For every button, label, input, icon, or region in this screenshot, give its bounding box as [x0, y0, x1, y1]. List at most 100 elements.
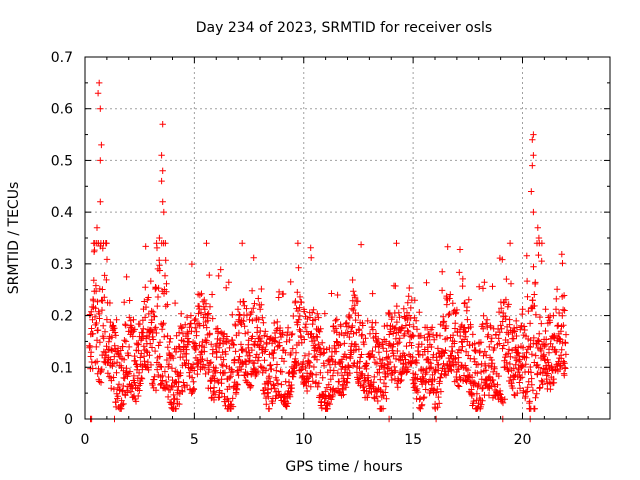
data-point — [285, 370, 292, 377]
data-point — [475, 400, 482, 407]
data-point — [562, 365, 569, 372]
data-point — [156, 267, 163, 274]
data-point — [311, 337, 318, 344]
data-point — [540, 365, 547, 372]
data-point — [553, 286, 561, 293]
data-point — [117, 347, 124, 354]
data-point — [144, 358, 152, 366]
data-point — [552, 306, 560, 313]
data-point — [255, 295, 262, 302]
data-point — [541, 356, 548, 363]
data-point — [381, 362, 388, 369]
data-point — [529, 387, 537, 394]
data-point — [341, 340, 348, 347]
data-point — [158, 177, 165, 185]
data-point — [175, 378, 182, 385]
data-point — [539, 381, 546, 388]
data-point — [142, 243, 149, 250]
data-point — [362, 335, 369, 342]
data-point — [349, 276, 356, 284]
data-point — [258, 285, 265, 293]
data-point — [236, 353, 243, 360]
data-point — [262, 367, 270, 374]
data-point — [527, 363, 534, 371]
data-point — [139, 329, 146, 336]
data-point — [158, 326, 166, 333]
data-point — [196, 291, 204, 299]
data-point — [406, 284, 413, 292]
data-point — [530, 334, 537, 342]
data-point — [529, 297, 536, 304]
data-point — [248, 287, 256, 294]
data-point — [312, 371, 320, 378]
data-point — [155, 342, 162, 349]
data-point — [207, 359, 215, 366]
data-point — [158, 380, 165, 387]
data-point — [424, 336, 431, 344]
data-point — [532, 394, 539, 401]
data-point — [301, 336, 308, 343]
data-point — [424, 355, 431, 363]
data-point — [496, 329, 503, 336]
data-point — [214, 328, 222, 335]
data-point — [163, 280, 170, 287]
data-point — [222, 350, 229, 358]
data-point — [559, 260, 566, 267]
data-point — [93, 358, 101, 365]
data-point — [326, 344, 333, 352]
data-point — [338, 372, 346, 379]
data-point — [96, 315, 103, 322]
data-point — [118, 397, 125, 404]
data-point — [410, 323, 417, 330]
data-point — [248, 346, 256, 354]
data-point — [358, 332, 365, 340]
data-point — [101, 272, 108, 279]
data-point — [189, 361, 197, 368]
data-point — [409, 331, 416, 339]
data-point — [314, 383, 321, 391]
data-point — [125, 352, 132, 359]
data-point — [422, 386, 429, 393]
data-point — [295, 360, 302, 367]
data-point — [402, 356, 409, 363]
data-point — [131, 379, 138, 386]
data-point — [183, 382, 191, 389]
data-point — [147, 340, 154, 347]
data-point — [140, 325, 147, 332]
data-point — [206, 330, 213, 337]
data-point — [92, 287, 100, 295]
data-point — [479, 397, 486, 404]
data-point — [296, 304, 303, 311]
data-point — [440, 319, 447, 326]
data-point — [480, 312, 487, 319]
data-point — [263, 401, 270, 408]
data-point — [504, 339, 512, 346]
plot-frame — [84, 56, 611, 420]
data-point — [137, 354, 144, 361]
data-point — [393, 302, 400, 310]
data-point — [189, 387, 196, 394]
data-point — [356, 375, 363, 382]
data-point — [126, 368, 134, 375]
data-point — [364, 394, 371, 401]
data-point — [88, 308, 95, 315]
data-point — [442, 322, 450, 330]
data-point — [143, 347, 150, 355]
data-point — [149, 308, 157, 316]
data-point — [358, 331, 366, 338]
data-point — [307, 383, 314, 390]
data-point — [538, 320, 545, 327]
data-point — [124, 389, 131, 396]
data-point — [158, 152, 165, 159]
data-point — [271, 346, 278, 354]
data-point — [136, 320, 144, 328]
data-point — [545, 346, 553, 353]
data-point — [532, 352, 539, 359]
data-point — [402, 322, 410, 329]
data-point — [494, 381, 501, 388]
data-point — [474, 383, 481, 391]
data-point — [131, 326, 138, 333]
data-point — [161, 272, 169, 279]
data-point — [360, 341, 368, 348]
data-point — [135, 392, 142, 400]
